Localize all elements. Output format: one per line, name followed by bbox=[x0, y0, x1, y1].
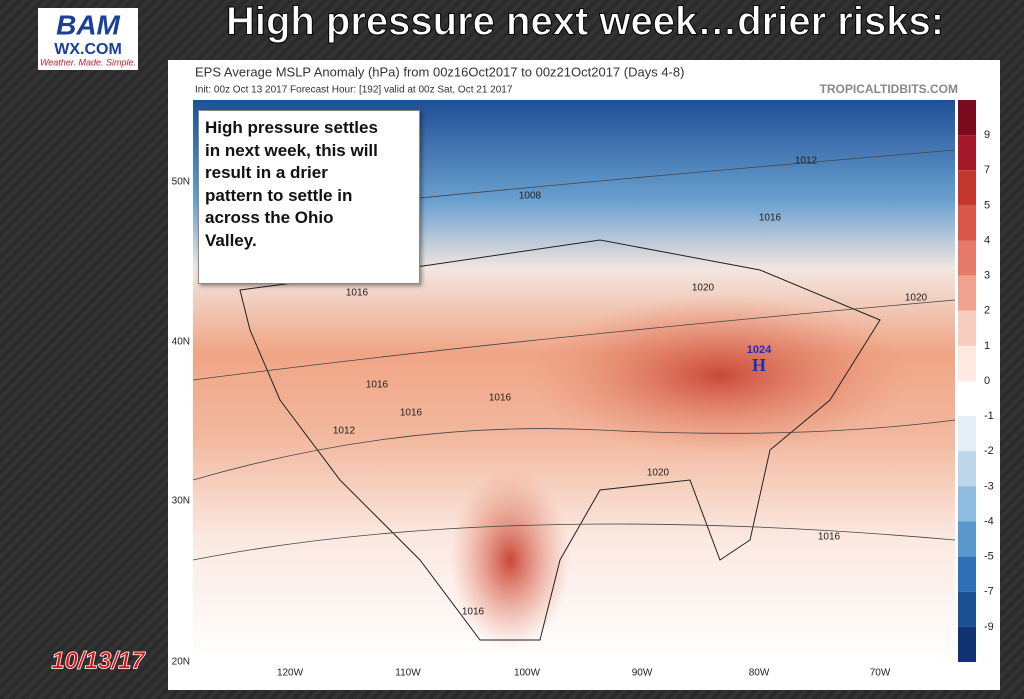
colorbar-band bbox=[958, 205, 976, 241]
logo-site: WX.COM bbox=[54, 41, 122, 58]
high-pressure: 1024 bbox=[747, 344, 772, 356]
colorbar-label: -2 bbox=[984, 445, 994, 457]
colorbar-label: 1 bbox=[984, 340, 990, 352]
map bbox=[192, 100, 976, 662]
colorbar-band bbox=[958, 591, 976, 627]
lon-label: 80W bbox=[749, 668, 770, 679]
colorbar-band bbox=[958, 521, 976, 557]
lat-label: 40N bbox=[172, 337, 190, 348]
colorbar-label: 5 bbox=[984, 199, 990, 211]
callout-line: in next week, this will bbox=[205, 140, 378, 160]
slide-title: High pressure next week…drier risks: bbox=[226, 0, 944, 44]
map-credit: TROPICALTIDBITS.COM bbox=[820, 82, 958, 96]
colorbar-band bbox=[958, 170, 976, 206]
isobar-label: 1016 bbox=[489, 393, 512, 404]
colorbar-band bbox=[958, 626, 976, 662]
isobar-labels: 1008 1012 1016 1016 1020 1020 1016 1016 … bbox=[333, 156, 928, 618]
colorbar-band bbox=[958, 310, 976, 346]
colorbar-label: -4 bbox=[984, 515, 994, 527]
colorbar-label: -9 bbox=[984, 621, 994, 633]
isobar-label: 1012 bbox=[333, 426, 356, 437]
lat-label: 50N bbox=[172, 177, 190, 188]
callout-line: Valley. bbox=[205, 230, 257, 250]
colorbar-band bbox=[958, 135, 976, 171]
slide-date: 10/13/17 bbox=[51, 647, 146, 674]
isobar-label: 1020 bbox=[692, 283, 715, 294]
isobar-lines bbox=[192, 149, 956, 561]
lon-label: 110W bbox=[395, 668, 421, 679]
colorbar-label: 9 bbox=[984, 129, 990, 141]
isobar-label: 1016 bbox=[759, 213, 782, 224]
callout-line: across the Ohio bbox=[205, 208, 334, 227]
warm-mexico bbox=[450, 470, 570, 650]
lon-label: 90W bbox=[632, 668, 653, 679]
colorbar-band bbox=[958, 381, 976, 417]
callout-line: High pressure settles bbox=[205, 118, 378, 137]
colorbar-band bbox=[958, 416, 976, 452]
colorbar-band bbox=[958, 240, 976, 276]
logo-name: BAM bbox=[56, 9, 120, 40]
colorbar-label: 0 bbox=[984, 375, 990, 387]
colorbar-band bbox=[958, 275, 976, 311]
logo: BAM WX.COM Weather. Made. Simple. bbox=[38, 8, 138, 70]
callout-line: result in a drier bbox=[205, 163, 328, 182]
isobar-label: 1016 bbox=[462, 607, 485, 618]
colorbar-band bbox=[958, 486, 976, 522]
colorbar-label: -1 bbox=[984, 410, 994, 422]
isobar-label: 1012 bbox=[795, 156, 818, 167]
colorbar-band bbox=[958, 451, 976, 487]
colorbar-band bbox=[958, 100, 976, 136]
colorbar-label: -7 bbox=[984, 586, 994, 598]
high-symbol: H bbox=[752, 355, 766, 375]
isobar-label: 1020 bbox=[647, 468, 670, 479]
colorbar-label: 2 bbox=[984, 305, 990, 317]
colorbar-band bbox=[958, 556, 976, 592]
lat-label: 20N bbox=[172, 657, 190, 668]
map-init: Init: 00z Oct 13 2017 Forecast Hour: [19… bbox=[195, 85, 513, 96]
lon-label: 70W bbox=[870, 668, 891, 679]
colorbar-label: 3 bbox=[984, 270, 990, 282]
isobar-label: 1016 bbox=[400, 408, 423, 419]
lon-label: 100W bbox=[514, 668, 541, 679]
colorbar-label: -3 bbox=[984, 480, 994, 492]
logo-tagline: Weather. Made. Simple. bbox=[40, 57, 136, 67]
isobar-label: 1016 bbox=[818, 532, 841, 543]
colorbar-label: -5 bbox=[984, 551, 994, 563]
warm-core bbox=[530, 295, 910, 455]
colorbar-band bbox=[958, 345, 976, 381]
logo-bg bbox=[38, 8, 138, 70]
isobar-label: 1016 bbox=[366, 380, 389, 391]
isobar-label: 1008 bbox=[519, 191, 542, 202]
callout: High pressure settles in next week, this… bbox=[198, 110, 420, 284]
colorbar-label: 4 bbox=[984, 234, 990, 246]
map-axes: 50N 40N 30N 20N 120W 110W 100W 90W 80W 70W 9 7 5 4 3 2 1… bbox=[172, 129, 994, 679]
colorbar-label: 7 bbox=[984, 164, 990, 176]
callout-line: pattern to settle in bbox=[205, 185, 353, 205]
isobar-label: 1020 bbox=[905, 293, 928, 304]
lon-label: 120W bbox=[277, 668, 304, 679]
map-title: EPS Average MSLP Anomaly (hPa) from 00z1… bbox=[195, 64, 684, 79]
isobar-label: 1016 bbox=[346, 288, 369, 299]
lat-label: 30N bbox=[172, 496, 190, 507]
coastline bbox=[239, 239, 881, 641]
colorbar-bands bbox=[958, 100, 976, 662]
